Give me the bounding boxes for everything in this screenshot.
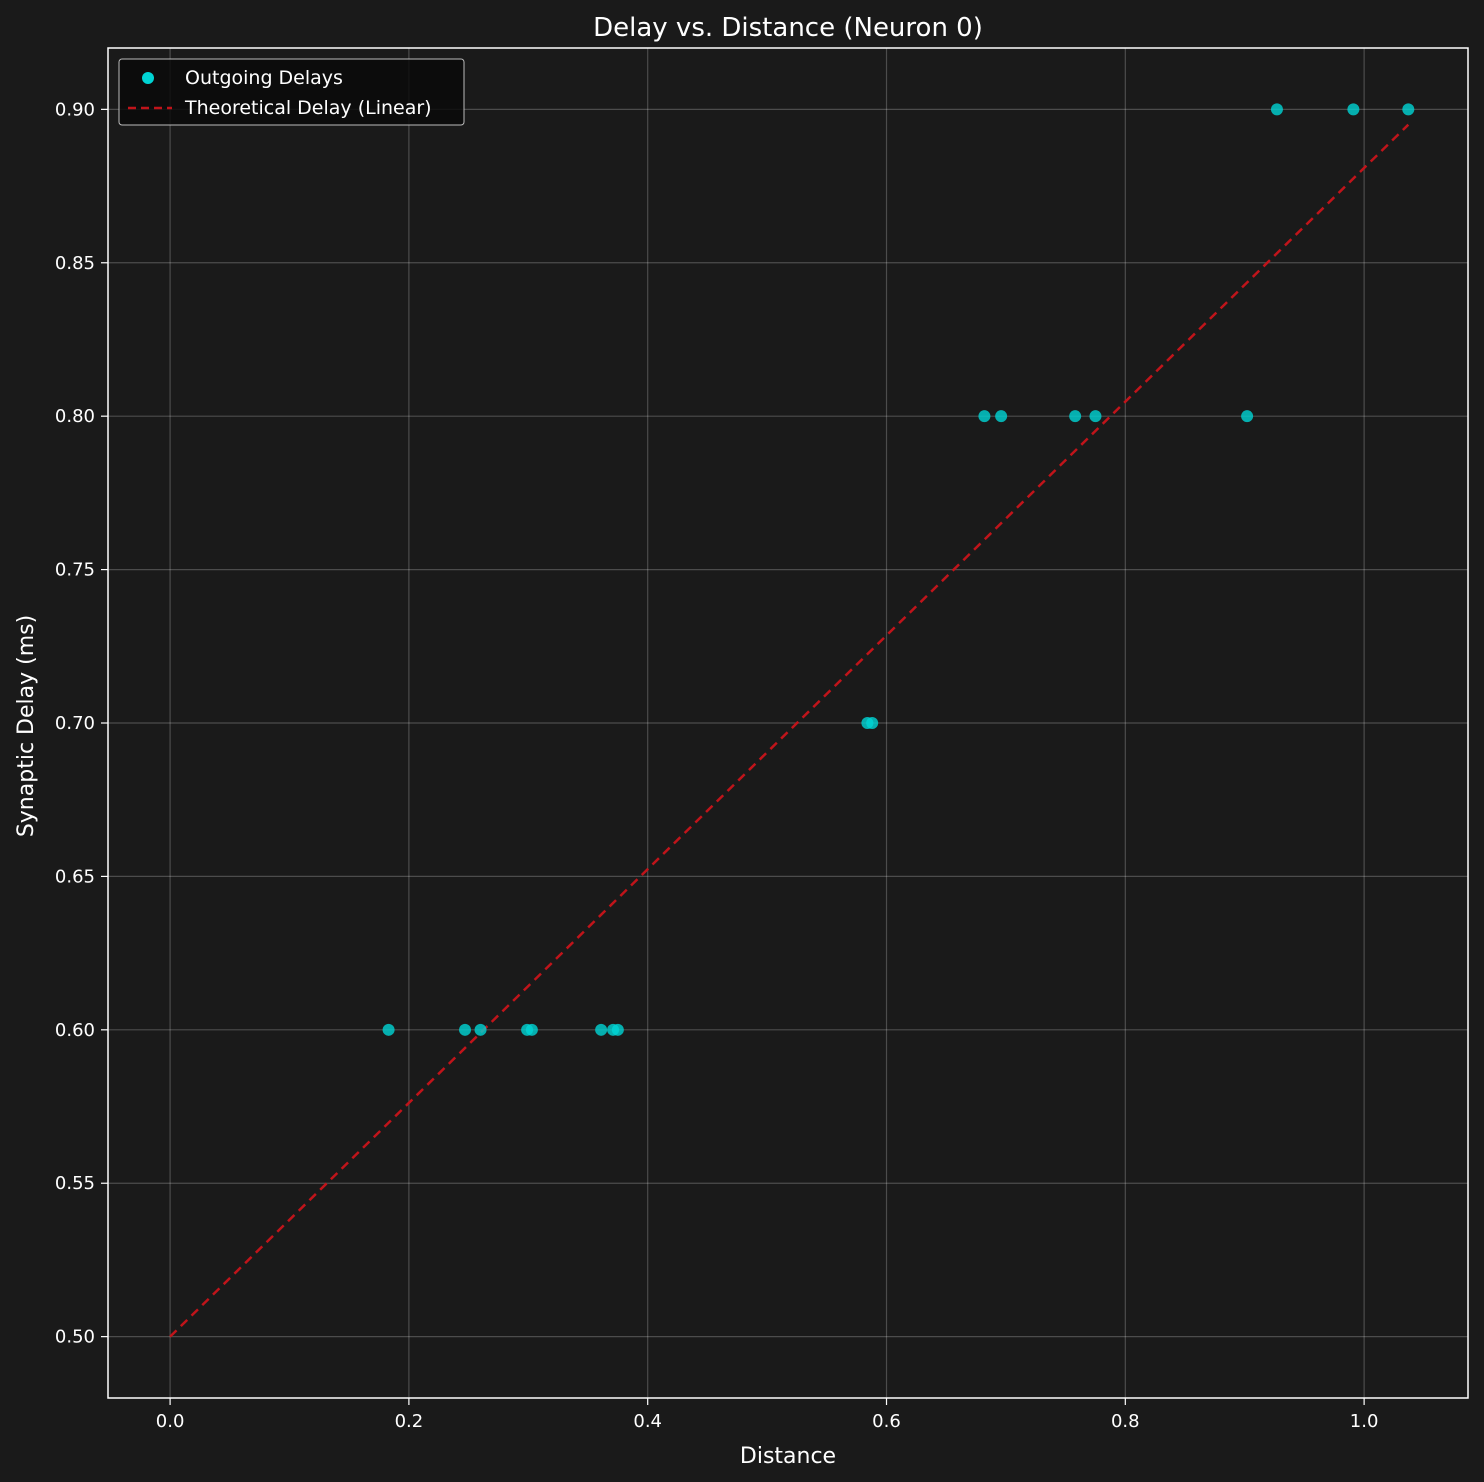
- legend: Outgoing Delays Theoretical Delay (Linea…: [118, 58, 465, 126]
- x-tick-label: 0.2: [395, 1411, 424, 1432]
- x-tick-label: 0.6: [872, 1411, 901, 1432]
- outgoing-delays-points: [382, 103, 1415, 1036]
- y-tick-label: 0.50: [55, 1327, 95, 1348]
- data-point: [1069, 410, 1082, 423]
- data-point: [611, 1023, 624, 1036]
- y-tick-label: 0.70: [55, 713, 95, 734]
- data-point: [1402, 103, 1415, 116]
- data-point: [474, 1023, 487, 1036]
- y-axis-ticks: 0.50 0.55 0.60 0.65 0.70 0.75 0.80 0.85 0.90: [55, 99, 108, 1348]
- data-point: [459, 1023, 472, 1036]
- y-tick-label: 0.90: [55, 99, 95, 120]
- x-tick-label: 0.4: [633, 1411, 662, 1432]
- y-axis-label: Synaptic Delay (ms): [14, 615, 39, 837]
- x-axis-ticks: 0.0 0.2 0.4 0.6 0.8 1.0: [156, 1398, 1379, 1432]
- legend-box: [118, 58, 465, 126]
- data-point: [382, 1023, 395, 1036]
- legend-label-outgoing-delays: Outgoing Delays: [185, 67, 343, 89]
- data-point: [995, 410, 1008, 423]
- y-tick-label: 0.85: [55, 253, 95, 274]
- data-point: [1270, 103, 1283, 116]
- data-point: [1241, 410, 1254, 423]
- y-tick-label: 0.65: [55, 866, 95, 887]
- x-tick-label: 0.8: [1111, 1411, 1140, 1432]
- data-point: [1089, 410, 1102, 423]
- data-point: [525, 1023, 538, 1036]
- theoretical-delay-line: [169, 123, 1410, 1338]
- data-point: [1347, 103, 1360, 116]
- y-tick-label: 0.60: [55, 1020, 95, 1041]
- x-axis-label: Distance: [740, 1444, 836, 1469]
- y-tick-label: 0.75: [55, 560, 95, 581]
- x-tick-label: 0.0: [156, 1411, 185, 1432]
- data-point: [866, 717, 879, 729]
- legend-marker-outgoing-delays: [142, 72, 154, 84]
- legend-label-theoretical-delay: Theoretical Delay (Linear): [184, 97, 432, 119]
- chart-title: Delay vs. Distance (Neuron 0): [593, 13, 983, 43]
- data-point: [595, 1023, 608, 1036]
- theoretical-delay-line-path: [169, 123, 1410, 1338]
- data-point: [978, 410, 991, 423]
- x-tick-label: 1.0: [1350, 1411, 1379, 1432]
- y-tick-label: 0.80: [55, 406, 95, 427]
- y-tick-label: 0.55: [55, 1173, 95, 1194]
